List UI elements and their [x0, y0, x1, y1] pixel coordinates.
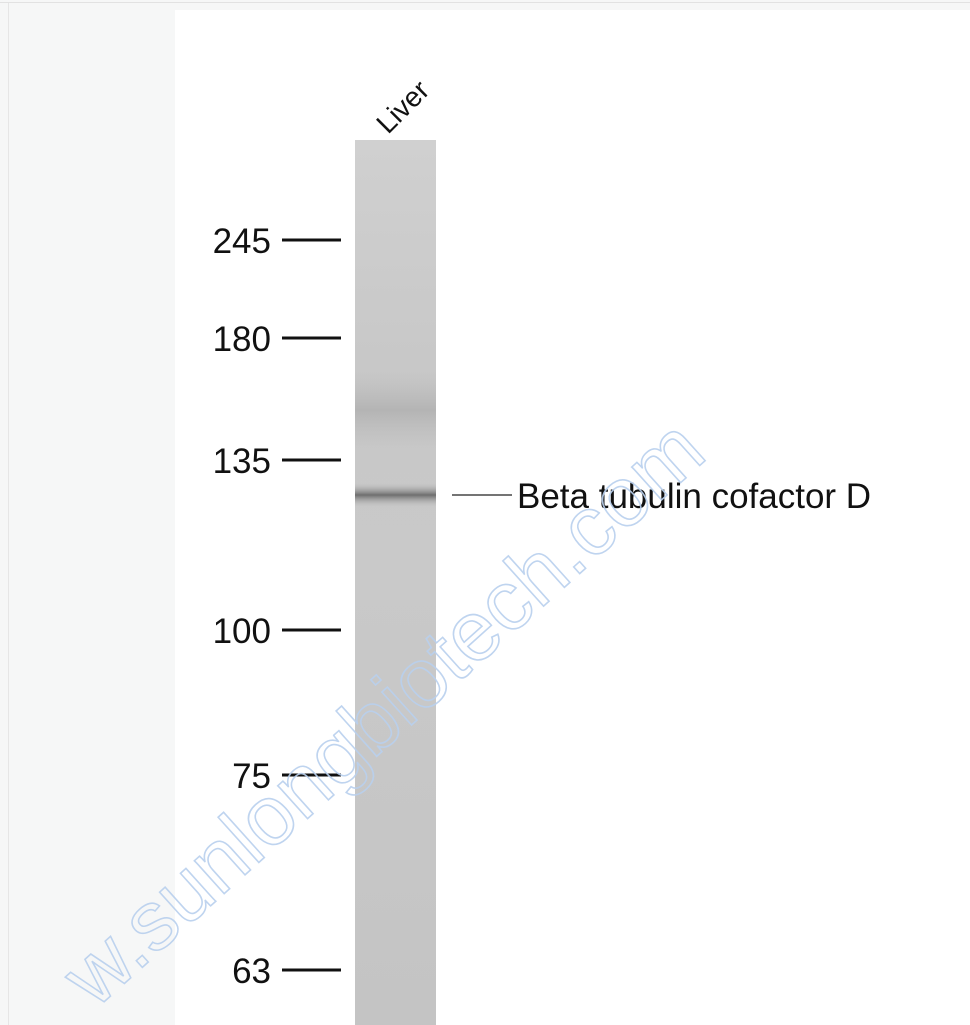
marker-label: 100 [213, 612, 271, 651]
protein-band [355, 482, 436, 508]
marker-label: 180 [213, 320, 271, 359]
marker-label: 135 [213, 442, 271, 481]
western-blot-figure: Liver 2451801351007563 Beta tubulin cofa… [0, 0, 970, 1025]
marker-label: 245 [213, 222, 271, 261]
marker-label: 63 [232, 952, 271, 991]
blot-lane [355, 140, 436, 1025]
lane-smear [355, 370, 436, 450]
